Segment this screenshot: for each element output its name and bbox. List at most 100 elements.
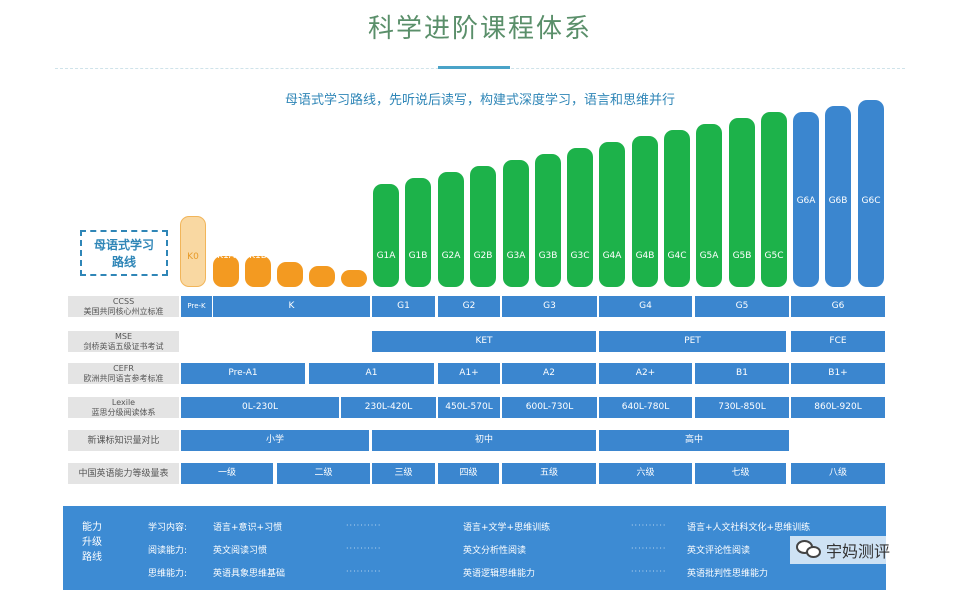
ability-panel: 能力 升级 路线 学习内容: 语言+意识+习惯 语言+文学+思维训练 语言+人文社科文… (63, 506, 886, 590)
ability-cell: 英文评论性阅读 (687, 546, 751, 556)
standard-segment: B1 (695, 363, 789, 384)
level-label: G3B (538, 251, 558, 261)
level-bar-k1b: K1B (245, 251, 271, 287)
watermark: 宇妈测评 (790, 536, 897, 564)
standard-segment: 640L-780L (599, 397, 692, 418)
ability-row-label: 学习内容: (148, 523, 188, 533)
level-label: G4B (635, 251, 655, 261)
ability-cell: 英语逻辑思维能力 (463, 569, 536, 579)
standard-segment: 四级 (438, 463, 499, 484)
level-bar-k0: K0 (180, 216, 206, 287)
standard-segment: 一级 (181, 463, 273, 484)
standard-segment: A1+ (438, 363, 500, 384)
ability-title-line: 能力 (82, 522, 102, 533)
standard-segment: G6 (791, 296, 885, 317)
standard-segment: A2+ (599, 363, 692, 384)
standard-segment: 600L-730L (502, 397, 597, 418)
ability-divider-dots: ·········· (346, 567, 382, 576)
standard-label-line: MSE (114, 331, 133, 341)
ability-divider-dots: ·········· (631, 544, 667, 553)
standard-segment: 0L-230L (181, 397, 339, 418)
standard-segment: 450L-570L (438, 397, 500, 418)
level-label: G5C (764, 251, 784, 261)
standard-segment: A1 (309, 363, 434, 384)
level-bar-g5b: G5B (729, 118, 755, 287)
standard-segment: 230L-420L (341, 397, 436, 418)
standard-segment: G2 (438, 296, 500, 317)
wechat-icon (796, 540, 822, 560)
standard-label: MSE 剑桥英语五级证书考试 (68, 331, 179, 352)
standard-segment: 730L-850L (695, 397, 789, 418)
level-label: G2B (473, 251, 493, 261)
level-label: K2A (281, 251, 299, 261)
standard-segment: 三级 (372, 463, 435, 484)
level-bar-g3b: G3B (535, 154, 561, 287)
level-bar-g5c: G5C (761, 112, 787, 287)
standard-segment: Pre-K (181, 296, 212, 317)
level-bar-g5a: G5A (696, 124, 722, 287)
standard-label-line: CCSS (112, 296, 135, 306)
page-title: 科学进阶课程体系 (367, 14, 592, 44)
standard-segment: KET (372, 331, 596, 352)
level-bar-k1a: K1A (213, 251, 239, 287)
level-label: G5A (699, 251, 719, 261)
level-bar-g4b: G4B (632, 136, 658, 287)
level-bar-g2b: G2B (470, 166, 496, 287)
level-label: G6A (796, 196, 816, 206)
standard-segment: B1+ (791, 363, 885, 384)
learning-path-box: 母语式学习 路线 (80, 230, 168, 276)
ability-title-line: 升级 (82, 537, 102, 548)
watermark-text: 宇妈测评 (826, 542, 891, 561)
standard-label: CEFR 欧洲共同语言参考标准 (68, 363, 179, 384)
standard-segment: G4 (599, 296, 692, 317)
ability-cell: 英文分析性阅读 (463, 546, 527, 556)
level-label: K3 (348, 251, 360, 261)
standard-label-line: 中国英语能力等级量表 (78, 468, 169, 479)
level-label: G4A (602, 251, 622, 261)
ability-cell: 英语批判性思维能力 (687, 569, 769, 579)
level-label: G6B (828, 196, 848, 206)
ability-divider-dots: ·········· (631, 567, 667, 576)
ability-cell: 英文阅读习惯 (213, 546, 268, 556)
level-bar-g6b: G6B (825, 106, 851, 287)
standard-label: 新课标知识量对比 (68, 430, 179, 451)
standard-segment: K (213, 296, 370, 317)
ability-cell: 语言+文学+思维训练 (463, 523, 551, 533)
level-label: K1B (249, 251, 267, 261)
level-bar-g4c: G4C (664, 130, 690, 287)
level-label: G5B (732, 251, 752, 261)
ability-divider-dots: ·········· (631, 521, 667, 530)
standard-label-line: 蓝思分级阅读体系 (91, 407, 156, 417)
standard-label-line: 剑桥英语五级证书考试 (83, 341, 164, 351)
level-label: G3C (570, 251, 590, 261)
level-bar-k2a: K2A (277, 251, 303, 287)
level-bar-g2a: G2A (438, 172, 464, 287)
level-label: G2A (441, 251, 461, 261)
level-label: G1B (408, 251, 428, 261)
level-label: K2B (313, 251, 331, 261)
learning-path-line1: 母语式学习 (93, 238, 154, 252)
level-bar-g1a: G1A (373, 184, 399, 287)
ability-cell: 语言+意识+习惯 (213, 523, 283, 533)
level-bar-g6c: G6C (858, 100, 884, 287)
standard-segment: G3 (502, 296, 597, 317)
standard-segment: 五级 (502, 463, 596, 484)
standard-segment: 八级 (791, 463, 885, 484)
ability-row-label: 思维能力: (148, 569, 188, 579)
level-label: K1A (217, 251, 235, 261)
standard-segment: 二级 (277, 463, 370, 484)
ability-cell: 英语具象思维基础 (213, 569, 286, 579)
level-label: G6C (861, 196, 881, 206)
standard-label-line: 新课标知识量对比 (87, 435, 160, 446)
standard-label-line: CEFR (113, 363, 134, 373)
ability-divider-dots: ·········· (346, 521, 382, 530)
learning-path-line2: 路线 (111, 255, 136, 269)
standard-label: CCSS 美国共同核心州立标准 (68, 296, 179, 317)
standard-segment: 860L-920L (791, 397, 885, 418)
level-label: G4C (667, 251, 687, 261)
level-bar-g6a: G6A (793, 112, 819, 287)
standard-segment: 七级 (695, 463, 786, 484)
page-subtitle: 母语式学习路线，先听说后读写，构建式深度学习，语言和思维并行 (284, 93, 675, 108)
level-bar-g3a: G3A (503, 160, 529, 287)
standard-segment: Pre-A1 (181, 363, 305, 384)
